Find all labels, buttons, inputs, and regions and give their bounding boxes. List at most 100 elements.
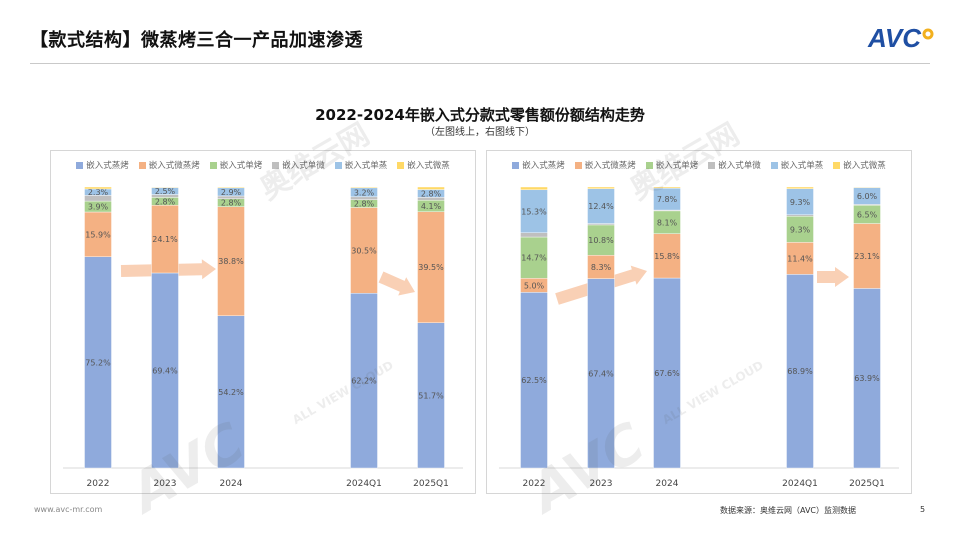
x-tick-label: 2025Q1: [413, 479, 449, 489]
bar-segment: [853, 186, 881, 188]
data-label: 68.9%: [787, 367, 813, 376]
bar-segment: [653, 277, 681, 469]
legend-item: 嵌入式单蒸: [334, 159, 388, 171]
legend-label: 嵌入式微蒸: [843, 161, 886, 171]
bar-segment: [587, 224, 615, 256]
legend-swatch: [708, 161, 716, 169]
legend-swatch: [770, 161, 778, 169]
data-label: 2.8%: [354, 200, 375, 209]
data-label: 8.3%: [591, 263, 612, 272]
bar-segment: [520, 189, 548, 234]
data-label: 38.8%: [218, 257, 244, 266]
data-label: 15.9%: [85, 230, 111, 239]
legend-swatch: [334, 161, 342, 169]
legend-swatch: [272, 161, 280, 169]
bar-segment: [151, 186, 179, 188]
legend-swatch: [76, 161, 84, 169]
data-label: 2.8%: [221, 199, 242, 208]
bar-segment: [217, 186, 245, 189]
bar-segment: [520, 292, 548, 469]
legend-item: 嵌入式单微: [272, 159, 325, 171]
bar-segment: [587, 186, 615, 189]
bar-segment: [853, 288, 881, 469]
data-label: 51.7%: [418, 391, 444, 400]
legend-item: 嵌入式微蒸烤: [574, 159, 636, 171]
bar-segment: [520, 186, 548, 191]
legend-label: 嵌入式单蒸: [780, 161, 824, 171]
data-label: 62.5%: [521, 376, 547, 385]
legend-label: 嵌入式微蒸: [407, 161, 450, 171]
bar-segment: [520, 232, 548, 238]
bar-segment: [350, 293, 378, 469]
trend-arrow: [817, 267, 849, 287]
legend: 嵌入式蒸烤 嵌入式微蒸烤 嵌入式单烤 嵌入式单微 嵌入式单蒸 嵌入式微蒸: [51, 159, 475, 171]
bar-segment: [84, 211, 112, 257]
legend-item: 嵌入式微蒸烤: [138, 159, 200, 171]
data-label: 6.5%: [857, 210, 878, 219]
bar-segment: [587, 223, 615, 226]
bar-segment: [84, 186, 112, 190]
legend-item: 嵌入式单微: [708, 159, 761, 171]
data-label: 2.5%: [155, 187, 176, 196]
chart-subtitle: （左图线上，右图线下）: [425, 127, 535, 138]
avc-logo: AVC: [867, 23, 934, 53]
data-label: 39.5%: [418, 263, 444, 272]
data-label: 63.9%: [854, 374, 880, 383]
data-label: 15.8%: [654, 252, 680, 261]
bar-segment: [786, 188, 814, 216]
legend-item: 嵌入式单烤: [209, 159, 263, 171]
header-divider: [30, 63, 930, 64]
data-label: 23.1%: [854, 252, 880, 261]
data-label: 24.1%: [152, 235, 178, 244]
bar-segment: [653, 186, 681, 189]
trend-arrow: [378, 271, 415, 296]
data-label: 4.1%: [421, 202, 442, 211]
bar-segment: [786, 214, 814, 217]
bar-segment: [587, 278, 615, 469]
data-label: 12.4%: [588, 202, 614, 211]
legend-item: 嵌入式微蒸: [833, 159, 886, 171]
legend-swatch: [209, 161, 217, 169]
bar-segment: [417, 211, 445, 323]
data-label: 10.8%: [588, 236, 614, 245]
bar-segment: [217, 206, 245, 316]
legend-item: 嵌入式蒸烤: [512, 159, 565, 171]
data-label: 69.4%: [152, 366, 178, 375]
legend-label: 嵌入式单微: [282, 161, 325, 171]
bar-segment: [151, 272, 179, 469]
data-label: 2.8%: [155, 197, 176, 206]
bar-segment: [217, 315, 245, 469]
legend-label: 嵌入式单烤: [219, 161, 263, 171]
bar-segment: [417, 322, 445, 469]
bar-segment: [786, 186, 814, 189]
x-tick-label: 2024: [220, 479, 243, 489]
page-number: 5: [920, 505, 926, 514]
stacked-bar-chart-offline: 62.5% 5.0% 14.7% 15.3% 2022 67.4% 8.3% 10.8% 12.…: [499, 186, 899, 489]
chart-title: 2022-2024年嵌入式分款式零售额份额结构走势: [315, 106, 645, 124]
data-label: 2.3%: [88, 188, 109, 197]
legend-swatch: [645, 161, 653, 169]
x-tick-label: 2022: [523, 479, 546, 489]
legend-swatch: [397, 161, 405, 169]
legend-swatch: [512, 161, 520, 169]
data-label: 9.3%: [790, 225, 811, 234]
data-label: 54.2%: [218, 388, 244, 397]
legend-label: 嵌入式单烤: [655, 161, 699, 171]
data-label: 3.2%: [354, 188, 375, 197]
x-tick-label: 2024: [656, 479, 679, 489]
legend-label: 嵌入式蒸烤: [522, 161, 565, 171]
legend: 嵌入式蒸烤 嵌入式微蒸烤 嵌入式单烤 嵌入式单微 嵌入式单蒸 嵌入式微蒸: [487, 159, 911, 171]
data-source-note: 数据来源：奥维云网（AVC）监测数据: [720, 506, 857, 515]
bar-segment: [417, 186, 445, 190]
legend-item: 嵌入式单烤: [645, 159, 699, 171]
x-tick-label: 2023: [590, 479, 613, 489]
legend-label: 嵌入式单蒸: [344, 161, 388, 171]
legend-swatch: [138, 161, 146, 169]
bar-segment: [587, 188, 615, 224]
bar-segment: [350, 186, 378, 189]
data-label: 15.3%: [521, 207, 547, 216]
chart-panel-offline: 嵌入式蒸烤 嵌入式微蒸烤 嵌入式单烤 嵌入式单微 嵌入式单蒸 嵌入式微蒸 62.5% 5.0…: [486, 150, 912, 494]
legend-item: 嵌入式单蒸: [770, 159, 824, 171]
data-label: 3.9%: [88, 203, 109, 212]
data-label: 67.6%: [654, 369, 680, 378]
